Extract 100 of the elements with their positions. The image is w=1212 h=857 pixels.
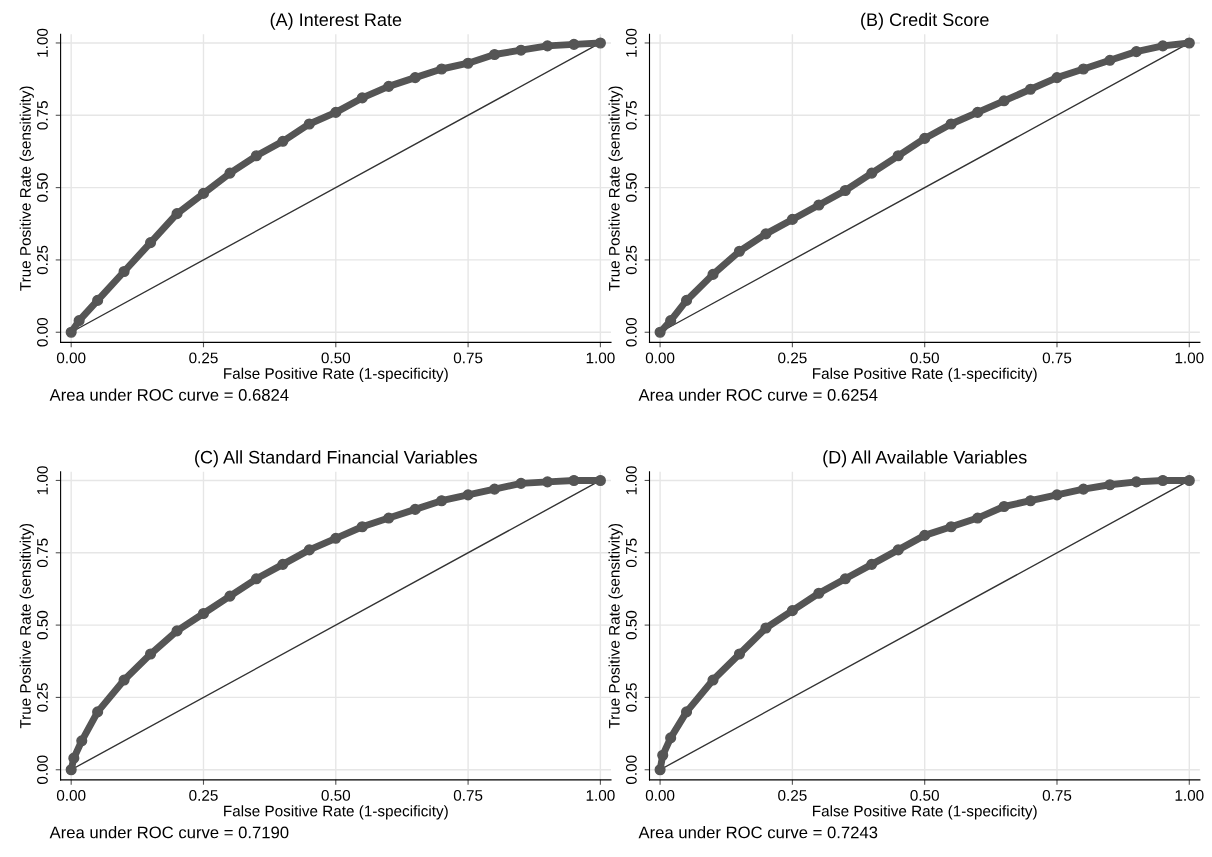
point (330, 106, 342, 118)
point (680, 706, 693, 718)
point (760, 228, 772, 240)
x-axis-title: False Positive Rate (1-specificity) (224, 367, 448, 382)
point (250, 573, 262, 585)
x-axis-title: False Positive Rate (1-specificity) (813, 805, 1037, 820)
point (665, 315, 677, 327)
y-axis-title: True Positive Rate (sensitivity) (608, 86, 623, 291)
point (65, 326, 77, 338)
y-tick-label: 0.75 (625, 538, 637, 568)
x-tick-label: 0.75 (453, 352, 483, 364)
point (665, 732, 677, 744)
point (515, 44, 527, 56)
point (1051, 72, 1063, 84)
x-tick-label: 0.75 (1042, 352, 1072, 364)
point (733, 648, 746, 660)
point (919, 529, 931, 541)
text: Area under ROC curve = 0.7243 (638, 826, 878, 839)
point (1077, 63, 1090, 75)
x-tick-label: 1.00 (586, 790, 615, 801)
point (1077, 483, 1090, 495)
y-tick-label: 0.50 (625, 610, 637, 640)
y-tick-label: 0.25 (625, 683, 637, 712)
point (1183, 37, 1195, 49)
point (998, 500, 1010, 513)
point (786, 605, 798, 617)
point (515, 477, 527, 489)
point (568, 38, 580, 50)
y-tick-label: 0.25 (37, 683, 48, 712)
y-tick-label: 0.75 (37, 101, 48, 130)
point (303, 118, 315, 130)
point (1051, 489, 1063, 501)
x-tick-label: 0.50 (910, 790, 939, 801)
y-tick-label: 0.50 (37, 173, 48, 202)
point (813, 199, 825, 211)
point (197, 607, 210, 620)
point (998, 95, 1010, 107)
x-axis-title: False Positive Rate (1-specificity) (813, 367, 1037, 382)
x-tick-label: 0.50 (910, 352, 939, 364)
point (356, 92, 368, 104)
point (92, 294, 104, 306)
text: Area under ROC curve = 0.6254 (638, 388, 878, 401)
point (436, 495, 448, 507)
x-tick-label: 1.00 (1175, 352, 1204, 364)
x-tick-label: 0.00 (56, 352, 86, 364)
point (383, 80, 395, 92)
point (224, 590, 236, 602)
point (277, 135, 289, 147)
chart-title: (B) Credit Score (861, 12, 989, 30)
point (171, 625, 183, 637)
point (145, 237, 157, 249)
point (462, 489, 474, 501)
point (92, 706, 104, 718)
chart-title: (C) All Standard Financial Variables (195, 450, 477, 468)
point (303, 544, 315, 556)
point (76, 735, 88, 747)
y-axis-title: True Positive Rate (sensitivity) (19, 86, 34, 291)
text: Area under ROC curve = 0.6824 (49, 388, 289, 401)
point (330, 532, 342, 544)
point (866, 558, 878, 570)
y-tick-label: 1.00 (37, 466, 48, 495)
point (786, 213, 798, 225)
point (436, 63, 448, 75)
point (945, 521, 957, 533)
x-tick-label: 0.25 (189, 790, 218, 801)
point (409, 72, 421, 84)
point (1157, 40, 1169, 52)
point (488, 483, 501, 495)
y-tick-label: 0.50 (625, 173, 637, 202)
point (680, 294, 693, 306)
point (919, 132, 931, 144)
point (73, 315, 85, 327)
point (409, 503, 421, 515)
point (197, 187, 210, 199)
point (383, 512, 395, 524)
x-tick-label: 0.50 (321, 352, 351, 364)
y-axis-title: True Positive Rate (sensitivity) (608, 523, 623, 729)
x-tick-label: 0.75 (453, 790, 483, 801)
y-tick-label: 1.00 (625, 28, 637, 57)
point (839, 184, 851, 197)
x-tick-label: 0.00 (56, 790, 86, 801)
y-tick-label: 1.00 (625, 466, 637, 495)
point (707, 268, 719, 280)
point (1104, 479, 1116, 491)
point (1104, 54, 1116, 66)
point (972, 512, 984, 524)
x-tick-label: 0.00 (645, 790, 675, 801)
point (657, 749, 669, 761)
chart-title: (D) All Available Variables (823, 450, 1027, 468)
point (171, 208, 183, 220)
point (462, 57, 474, 69)
point (68, 752, 80, 764)
point (145, 648, 157, 660)
point (654, 764, 666, 776)
x-tick-label: 1.00 (586, 352, 615, 364)
x-axis-title: False Positive Rate (1-specificity) (224, 805, 448, 820)
x-tick-label: 0.75 (1042, 790, 1072, 801)
point (839, 573, 851, 585)
point (118, 265, 130, 278)
point (65, 764, 77, 776)
